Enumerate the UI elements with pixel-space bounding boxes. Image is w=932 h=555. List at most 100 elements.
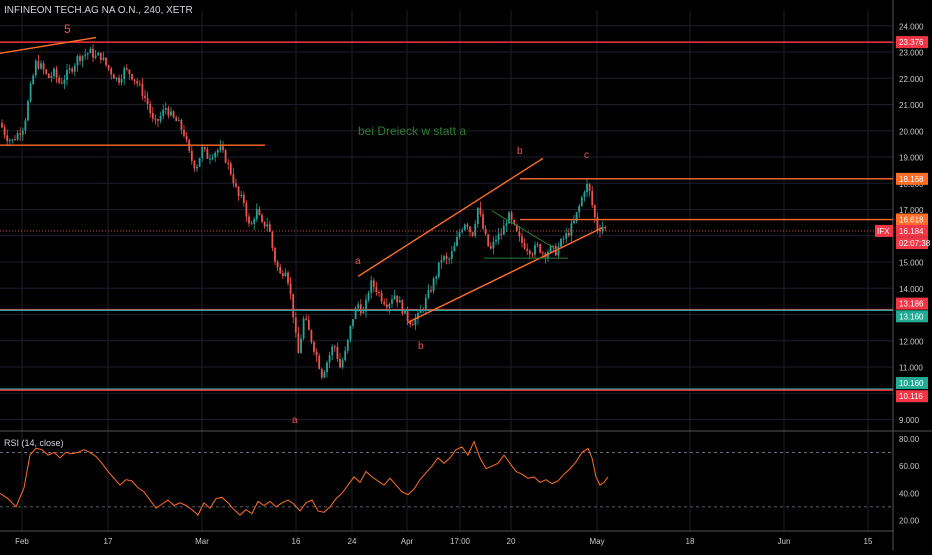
candle-body	[375, 287, 378, 292]
candle-body	[157, 119, 159, 121]
candle-body	[318, 355, 321, 369]
candle-body	[419, 309, 422, 313]
candle-body	[159, 116, 162, 121]
candle-body	[211, 157, 214, 159]
x-tick-label: 17:00	[450, 537, 471, 546]
candle-body	[97, 52, 100, 56]
badge-level-16184: 16.184	[896, 224, 928, 237]
candle-body	[29, 84, 32, 102]
candle-body	[346, 339, 349, 351]
candle-body	[151, 112, 154, 119]
candle-body	[261, 215, 263, 222]
candle-body	[320, 368, 323, 378]
candle-body	[536, 244, 539, 246]
candle-body	[510, 212, 513, 220]
candle-body	[32, 75, 35, 85]
candle-body	[292, 293, 295, 318]
candle-body	[313, 342, 315, 352]
badge-resistance-23376: 23.376	[896, 36, 928, 49]
candle-body	[222, 146, 224, 151]
candle-body	[341, 360, 344, 368]
candle-body	[170, 111, 172, 116]
candle-body	[138, 83, 141, 85]
candle-body	[219, 146, 222, 151]
candle-body	[560, 238, 562, 247]
candle-body	[505, 223, 508, 226]
candle-body	[372, 280, 375, 288]
wave-c-label: c	[584, 150, 589, 161]
candle-body	[6, 135, 9, 141]
candle-body	[266, 224, 269, 227]
candle-body	[216, 150, 219, 153]
x-tick-label: 16	[292, 537, 301, 546]
candle-body	[583, 192, 586, 198]
candle-body	[497, 233, 500, 240]
candle-body	[50, 76, 53, 79]
candle-body	[271, 231, 274, 248]
candle-body	[55, 68, 58, 78]
candle-body	[120, 79, 123, 83]
candle-body	[349, 325, 352, 340]
candle-body	[531, 254, 534, 256]
candle-body	[21, 130, 24, 135]
candle-body	[86, 53, 89, 55]
candle-body	[224, 150, 227, 163]
candle-body	[487, 234, 490, 247]
candle-body	[396, 295, 399, 303]
candle-body	[466, 224, 469, 227]
wave-b-lower-label: b	[418, 341, 424, 352]
candle-body	[229, 163, 232, 175]
candle-body	[289, 283, 292, 294]
candle-body	[8, 140, 11, 142]
x-tick-label: Apr	[401, 537, 414, 546]
candle-body	[123, 68, 126, 80]
candle-body	[92, 48, 94, 58]
candle-body	[528, 250, 531, 255]
candle-body	[177, 120, 180, 122]
candle-body	[255, 209, 258, 220]
candle-body	[417, 312, 419, 319]
candle-body	[27, 101, 29, 121]
candle-body	[190, 150, 193, 161]
candle-body	[541, 252, 544, 254]
candle-body	[601, 226, 604, 232]
badge-support-10160-text: 10.160	[899, 379, 924, 388]
candle-body	[125, 68, 128, 70]
candle-body	[388, 303, 391, 308]
x-tick-label: 24	[348, 537, 357, 546]
candle-body	[214, 152, 217, 158]
candle-body	[185, 135, 188, 140]
candle-body	[307, 319, 310, 331]
candle-body	[63, 79, 66, 84]
candle-body	[3, 127, 6, 136]
candle-body	[258, 209, 261, 216]
candle-body	[534, 245, 536, 255]
candle-body	[573, 220, 575, 224]
candle-body	[552, 245, 555, 247]
candle-body	[357, 304, 360, 309]
candle-body	[500, 233, 503, 235]
candle-body	[401, 300, 404, 314]
candle-body	[393, 295, 396, 300]
candle-body	[128, 69, 131, 75]
candle-body	[336, 346, 339, 360]
candle-body	[284, 272, 287, 277]
rsi-tick-label: 60.00	[899, 462, 920, 471]
candle-body	[141, 83, 144, 96]
candle-body	[456, 237, 458, 246]
candle-body	[502, 225, 505, 235]
candle-body	[180, 120, 183, 130]
y-tick-label: 15.000	[899, 259, 924, 268]
candle-body	[237, 186, 240, 197]
candle-body	[326, 362, 328, 373]
y-tick-label: 9.000	[899, 416, 920, 425]
badge-resistance-23376-text: 23.376	[899, 38, 924, 47]
candle-body	[287, 272, 289, 284]
badge-support-13186: 13.186	[896, 297, 928, 310]
rsi-tick-label: 40.00	[899, 489, 920, 498]
candle-body	[570, 223, 573, 236]
candle-body	[539, 244, 542, 253]
candle-body	[352, 319, 354, 326]
